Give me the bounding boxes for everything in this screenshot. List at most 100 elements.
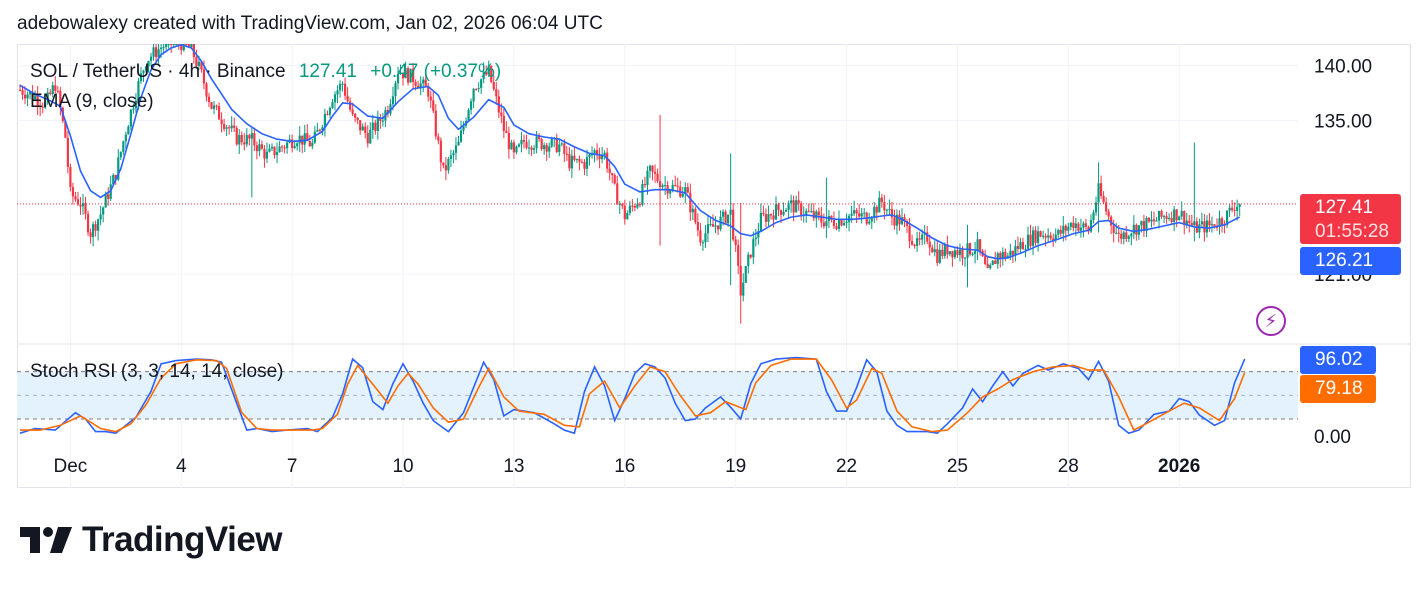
- x-tick-label: 19: [725, 456, 746, 477]
- candle-down: [555, 137, 558, 153]
- candle-down: [696, 222, 699, 231]
- candle-down: [346, 95, 349, 102]
- candle-down: [240, 134, 243, 143]
- candle-down: [1044, 235, 1047, 238]
- candle-up: [97, 219, 100, 231]
- candle-down: [694, 208, 697, 223]
- candle-up: [331, 102, 334, 108]
- candle-down: [492, 81, 495, 90]
- candle-down: [1188, 220, 1191, 224]
- candle-up: [1082, 223, 1085, 228]
- candle-down: [1170, 217, 1173, 222]
- candle-down: [437, 136, 440, 141]
- candle-up: [868, 221, 871, 224]
- candle-up: [1047, 235, 1050, 238]
- candle-up: [46, 92, 49, 103]
- candle-up: [268, 148, 271, 152]
- candle-down: [417, 85, 420, 89]
- candle-down: [565, 153, 568, 155]
- candle-up: [971, 253, 974, 255]
- candle-down: [1084, 223, 1088, 227]
- candle-up: [973, 251, 977, 254]
- candle-down: [772, 215, 775, 220]
- candle-up: [454, 145, 458, 153]
- candle-down: [291, 139, 294, 148]
- stoch-legend[interactable]: Stoch RSI (3, 3, 14, 14, close): [30, 361, 283, 383]
- candle-down: [1112, 225, 1115, 233]
- candle-up: [119, 151, 122, 158]
- ema-legend[interactable]: EMA (9, close): [30, 91, 154, 113]
- ema-label[interactable]: EMA (9, close): [30, 91, 154, 112]
- candle-up: [447, 158, 450, 171]
- candle-down: [107, 194, 110, 199]
- candle-down: [676, 185, 679, 187]
- candle-down: [326, 113, 329, 115]
- candle-down: [351, 109, 354, 114]
- lightning-icon[interactable]: ⚡: [1256, 306, 1286, 336]
- candle-up: [371, 122, 374, 130]
- candle-down: [308, 141, 311, 147]
- candle-up: [419, 83, 422, 89]
- candle-down: [656, 173, 659, 181]
- candle-up: [1115, 232, 1118, 234]
- candle-down: [444, 165, 447, 171]
- candle-down: [1160, 210, 1163, 217]
- candle-up: [409, 68, 412, 83]
- candle-up: [636, 204, 639, 208]
- x-tick-label: 28: [1058, 456, 1079, 477]
- attribution-text: adebowalexy created with TradingView.com…: [17, 13, 603, 34]
- candle-down: [69, 166, 72, 188]
- candle-down: [1147, 217, 1151, 222]
- candle-down: [928, 241, 931, 248]
- candle-up: [976, 239, 979, 252]
- candle-up: [603, 152, 606, 156]
- candle-down: [563, 143, 566, 154]
- candle-down: [711, 224, 715, 227]
- candle-up: [853, 210, 856, 214]
- tradingview-logo[interactable]: TradingView: [20, 520, 283, 560]
- price-change-legend: +0.47 (+0.37%): [370, 61, 502, 82]
- candle-up: [916, 238, 919, 246]
- candle-up: [691, 208, 694, 213]
- candle-up: [336, 90, 339, 95]
- candle-down: [202, 69, 206, 84]
- candle-down: [522, 139, 526, 142]
- stoch-label[interactable]: Stoch RSI (3, 3, 14, 14, close): [30, 361, 284, 382]
- candle-up: [422, 79, 425, 84]
- candle-up: [900, 217, 904, 225]
- candle-down: [354, 113, 357, 118]
- candle-down: [1110, 216, 1113, 226]
- candle-up: [1155, 220, 1158, 222]
- symbol-name[interactable]: SOL / TetherUS · 4h · Binance: [30, 61, 286, 82]
- symbol-legend[interactable]: SOL / TetherUS · 4h · Binance 127.41 +0.…: [30, 61, 501, 83]
- candle-down: [210, 102, 213, 109]
- candle-up: [124, 134, 127, 142]
- candle-down: [59, 90, 62, 108]
- candle-up: [1185, 220, 1188, 225]
- candle-down: [1215, 226, 1219, 228]
- candle-up: [991, 260, 994, 265]
- candle-down: [835, 226, 838, 229]
- stoch-d-badge: 79.18: [1300, 375, 1376, 403]
- candle-up: [943, 244, 946, 256]
- candle-up: [706, 224, 710, 234]
- candle-up: [1042, 235, 1045, 237]
- candle-up: [878, 197, 881, 213]
- candle-down: [84, 203, 87, 214]
- candle-up: [938, 249, 941, 263]
- candle-up: [863, 212, 866, 214]
- candle-up: [452, 152, 455, 156]
- candle-down: [1004, 251, 1007, 259]
- chart-frame[interactable]: [17, 44, 1411, 488]
- candle-up: [515, 146, 518, 153]
- candle-up: [845, 221, 848, 223]
- candle-down: [424, 79, 427, 87]
- candle-down: [429, 96, 432, 101]
- candle-up: [664, 185, 667, 187]
- candle-up: [757, 230, 760, 238]
- candle-down: [1135, 224, 1138, 235]
- candle-up: [520, 139, 523, 145]
- candle-down: [1165, 216, 1168, 219]
- candle-down: [21, 89, 24, 95]
